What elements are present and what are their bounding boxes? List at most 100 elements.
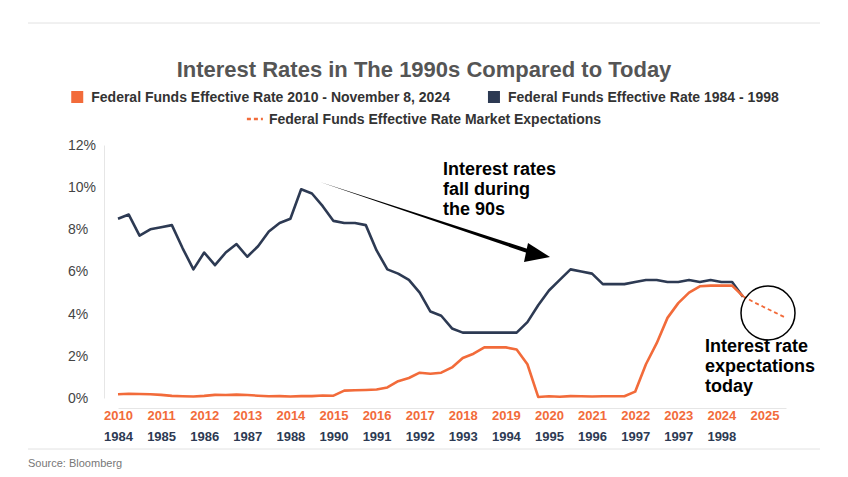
- arrow-head: [524, 243, 550, 262]
- y-tick-label: 6%: [68, 263, 88, 279]
- x-axis-tick: 2020: [535, 408, 564, 423]
- x-axis-tick: 2016: [363, 408, 392, 423]
- x-axis-tick: 2015: [320, 408, 349, 423]
- x-axis-secondary-tick-label: 1995: [535, 429, 564, 444]
- x-axis-tick: 2013: [233, 408, 262, 423]
- y-tick: 0%: [68, 390, 104, 406]
- x-axis-tick-label: 2014: [276, 408, 306, 423]
- y-tick: 2%: [68, 348, 104, 364]
- x-axis-tick: 2024: [707, 408, 737, 423]
- legend-swatch: [488, 91, 500, 103]
- x-axis-tick-label: 2011: [147, 408, 175, 423]
- x-axis-tick: 2022: [621, 408, 650, 423]
- x-axis-tick-label: 2013: [233, 408, 262, 423]
- x-axis-tick: 2018: [449, 408, 478, 423]
- x-axis-secondary-tick-label: 1986: [190, 429, 219, 444]
- y-tick: 10%: [68, 179, 104, 195]
- x-axis-secondary-tick: 1987: [233, 429, 262, 444]
- y-axis: 0% 2% 4% 6% 8% 10% 12%: [68, 137, 105, 406]
- x-axis-tick: 2012: [190, 408, 219, 423]
- highlight-circle: [741, 286, 795, 340]
- y-tick-label: 10%: [68, 179, 96, 195]
- x-axis-secondary-tick-label: 1997: [664, 429, 693, 444]
- x-axis-secondary: 1984 1985 1986 1987 1988 1990 1991 1992 1993 1994…: [104, 429, 736, 444]
- x-axis-tick: 2011: [147, 408, 175, 423]
- annotation-text: expectations: [705, 356, 815, 376]
- legend-item: Federal Funds Effective Rate 1984 - 1998: [488, 89, 779, 105]
- x-axis-tick-label: 2015: [320, 408, 349, 423]
- x-axis-secondary-tick-label: 1993: [449, 429, 478, 444]
- x-axis-secondary-tick: 1997: [664, 429, 693, 444]
- x-axis-tick-label: 2019: [492, 408, 521, 423]
- y-tick-label: 4%: [68, 306, 88, 322]
- series-line: [118, 286, 743, 397]
- x-axis-secondary-tick-label: 1991: [363, 429, 392, 444]
- x-axis-secondary-tick: 1993: [449, 429, 478, 444]
- x-axis-tick-label: 2020: [535, 408, 564, 423]
- y-tick-label: 0%: [68, 390, 88, 406]
- x-axis-tick: 2023: [664, 408, 693, 423]
- legend-label: Federal Funds Effective Rate 1984 - 1998: [508, 89, 779, 105]
- x-axis-tick-label: 2023: [664, 408, 693, 423]
- y-tick-label: 2%: [68, 348, 88, 364]
- annotation-text: Interest rates: [443, 159, 556, 179]
- x-axis-secondary-tick: 1985: [147, 429, 176, 444]
- x-axis-secondary-tick-label: 1988: [276, 429, 305, 444]
- x-axis-secondary-tick-label: 1994: [492, 429, 522, 444]
- x-axis-tick: 2017: [406, 408, 435, 423]
- x-axis-tick: 2021: [578, 408, 607, 423]
- series-line: [743, 296, 786, 318]
- x-axis: 2010 2011 2012 2013 2014 2015 2016 2017 2018 2019…: [104, 408, 786, 423]
- plot-area: [118, 189, 786, 397]
- x-axis-secondary-tick: 1990: [320, 429, 349, 444]
- y-tick-label: 8%: [68, 221, 88, 237]
- x-axis-tick-label: 2024: [707, 408, 737, 423]
- x-axis-secondary-tick-label: 1985: [147, 429, 176, 444]
- y-tick: 12%: [68, 137, 104, 153]
- source: Source: Bloomberg: [28, 457, 122, 469]
- legend-label: Federal Funds Effective Rate Market Expe…: [269, 111, 601, 127]
- x-axis-tick-label: 2012: [190, 408, 219, 423]
- legend-swatch: [247, 118, 263, 121]
- x-axis-secondary-tick: 1984: [104, 429, 134, 444]
- annotation-text: Interest rate: [705, 336, 808, 356]
- y-tick: 6%: [68, 263, 104, 279]
- x-axis-secondary-tick-label: 1990: [320, 429, 349, 444]
- legend-swatch: [71, 91, 83, 103]
- bottom-rule: [28, 449, 820, 450]
- y-tick: 8%: [68, 221, 104, 237]
- annotation-text: fall during: [443, 179, 530, 199]
- series-line: [118, 189, 743, 332]
- x-axis-tick-label: 2017: [406, 408, 435, 423]
- y-axis-line: [104, 146, 105, 399]
- legend-label: Federal Funds Effective Rate 2010 - Nove…: [91, 89, 450, 105]
- x-axis-secondary-tick-label: 1996: [578, 429, 607, 444]
- x-axis-secondary-tick: 1996: [578, 429, 607, 444]
- x-axis-tick-label: 2016: [363, 408, 392, 423]
- annotations: Interest ratesfall duringthe 90s Interest…: [320, 159, 815, 396]
- x-axis-tick-label: 2018: [449, 408, 478, 423]
- x-axis-secondary-tick: 1997: [621, 429, 650, 444]
- x-axis-tick-label: 2021: [578, 408, 607, 423]
- top-rule: [28, 23, 820, 24]
- x-axis-secondary-tick: 1991: [363, 429, 392, 444]
- x-axis-secondary-tick-label: 1997: [621, 429, 650, 444]
- legend-item: Federal Funds Effective Rate Market Expe…: [247, 111, 601, 127]
- y-tick-label: 12%: [68, 137, 96, 153]
- x-axis-secondary-tick-label: 1987: [233, 429, 262, 444]
- x-axis-tick: 2025: [750, 408, 779, 423]
- x-axis-tick-label: 2010: [104, 408, 133, 423]
- y-tick: 4%: [68, 306, 104, 322]
- x-axis-tick-label: 2022: [621, 408, 650, 423]
- legend-item: Federal Funds Effective Rate 2010 - Nove…: [71, 89, 450, 105]
- x-axis-tick: 2014: [276, 408, 306, 423]
- x-axis-secondary-tick: 1994: [492, 429, 522, 444]
- x-axis-secondary-tick: 1986: [190, 429, 219, 444]
- annotation-text: today: [705, 376, 753, 396]
- title: Interest Rates in The 1990s Compared to …: [177, 57, 672, 82]
- legend: Federal Funds Effective Rate 2010 - Nove…: [71, 89, 779, 127]
- x-axis-secondary-tick: 1992: [406, 429, 435, 444]
- annotation-text: the 90s: [443, 199, 505, 219]
- x-axis-secondary-tick-label: 1992: [406, 429, 435, 444]
- x-axis-secondary-tick-label: 1984: [104, 429, 134, 444]
